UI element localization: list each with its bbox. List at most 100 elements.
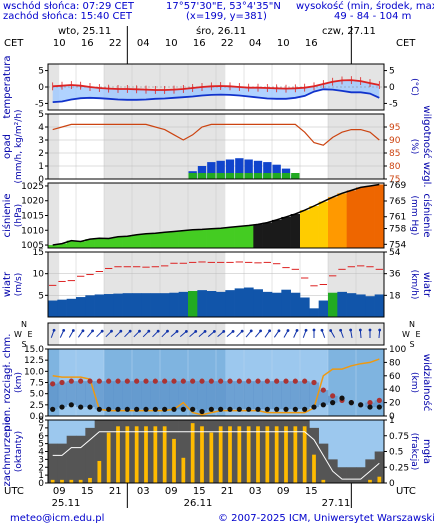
cloud-base-dot xyxy=(367,404,373,410)
tick-label-left: 7.5 xyxy=(30,379,44,389)
wind-arrow-head xyxy=(286,329,290,332)
wind-bar xyxy=(300,297,310,317)
compass-right-w: W xyxy=(402,330,410,339)
wind-bar xyxy=(48,300,58,317)
pressure-fill xyxy=(374,184,385,248)
pressure-fill xyxy=(132,234,142,248)
day-label: czw, 27.11 xyxy=(322,26,376,37)
cloud-column xyxy=(356,467,366,483)
wind-bar xyxy=(160,293,170,317)
pressure-fill xyxy=(169,231,179,248)
hour-label-bottom: 15 xyxy=(81,486,94,497)
wind-arrow-head xyxy=(312,328,316,332)
wind-bar xyxy=(244,287,254,317)
cloud-base-dot xyxy=(218,406,224,412)
tick-label-right: 5 xyxy=(389,67,395,77)
tick-label-left: 0 xyxy=(38,479,44,489)
wind-arrow-head xyxy=(368,328,372,332)
cloud-layer xyxy=(206,381,217,410)
rain-bar xyxy=(253,160,263,179)
tick-label-left: 1025 xyxy=(21,182,44,192)
rain-bar xyxy=(235,158,244,179)
panel-frame xyxy=(47,322,385,346)
wind-bar xyxy=(328,292,338,317)
cloud-base-dot xyxy=(180,406,186,412)
fog-bar xyxy=(302,426,307,483)
cloud-base-dot xyxy=(124,406,130,412)
cloud-column xyxy=(76,435,86,483)
wind-bar xyxy=(169,292,179,317)
wind-arrow-head xyxy=(166,329,169,333)
fog-bar xyxy=(377,476,382,483)
cloud-column xyxy=(66,435,77,483)
hour-label-top: 10 xyxy=(53,38,66,49)
cloud-base-dot xyxy=(78,404,84,410)
wind-arrow-head xyxy=(71,329,75,332)
wind-bar xyxy=(66,298,77,317)
axis-label-left: zachmurzenie xyxy=(2,416,13,486)
tick-label-right: 40 xyxy=(389,385,401,395)
wind-bar xyxy=(113,293,123,317)
cloud-top-dot xyxy=(330,393,336,399)
hour-label-top: 22 xyxy=(109,38,122,49)
footer-copyright: © 2007-2025 ICM, Uniwersytet Warszawski xyxy=(218,513,434,524)
tick-label-left: 1015 xyxy=(21,212,44,222)
pressure-fill xyxy=(94,238,105,248)
tick-label-right: -5 xyxy=(389,99,398,109)
pressure-fill xyxy=(113,236,123,248)
cloud-layer xyxy=(132,381,142,410)
tick-label-right: 80 xyxy=(389,162,401,172)
hour-label-top: 04 xyxy=(249,38,262,49)
wind-arrow-head xyxy=(175,330,179,333)
axis-unit-right: (km) xyxy=(409,372,419,393)
fog-bar xyxy=(228,426,232,483)
cloud-base-dot xyxy=(143,406,149,412)
coords-text: 17°57'30"E, 53°4'35"N xyxy=(166,1,281,12)
axis-unit-right: (frakcja) xyxy=(409,433,419,471)
wind-arrow-head xyxy=(240,329,244,333)
tick-label-left: 5 xyxy=(38,291,44,301)
wind-arrow-head xyxy=(81,329,85,333)
wind-bar xyxy=(374,294,385,317)
cloud-layer xyxy=(76,381,86,408)
elevation-label: wysokość (min, środek, max) xyxy=(296,1,434,12)
hour-label-top: 16 xyxy=(193,38,206,49)
cloud-base-dot xyxy=(68,402,74,408)
tick-label-left: -5 xyxy=(35,99,44,109)
tick-label-left: 7 xyxy=(38,424,44,434)
snow-bar xyxy=(225,173,235,179)
cloud-layer xyxy=(272,381,282,410)
rain-bar xyxy=(216,160,225,179)
timeline-bg xyxy=(48,24,384,49)
fog-bar xyxy=(293,426,298,483)
cloud-column xyxy=(337,467,347,483)
pressure-fill xyxy=(225,227,235,248)
axis-unit-right: (%) xyxy=(409,139,419,155)
night-shade xyxy=(48,252,60,317)
cloud-base-dot xyxy=(246,406,252,412)
tick-label-right: 765 xyxy=(389,197,406,207)
sunrise-text: wschód słońca: 07:29 CET xyxy=(3,1,134,12)
cloud-base-dot xyxy=(59,404,65,410)
tick-label-right: 0 xyxy=(389,83,395,93)
cloud-base-dot xyxy=(152,406,158,412)
snow-bar xyxy=(188,173,197,179)
temperature-line xyxy=(52,79,380,91)
cloud-layer xyxy=(300,381,310,410)
cloud-top-dot xyxy=(124,378,130,384)
pressure-fill xyxy=(262,222,273,248)
cloud-top-dot xyxy=(180,378,186,384)
hour-label-bottom: 03 xyxy=(249,486,262,497)
cloud-base-dot xyxy=(115,406,121,412)
fog-bar xyxy=(209,432,214,483)
pressure-fill xyxy=(122,236,133,248)
cloud-top-dot xyxy=(190,378,196,384)
cloud-base-dot xyxy=(302,406,308,412)
cloud-column xyxy=(346,467,357,483)
cloud-top-dot xyxy=(283,378,289,384)
cloud-base-dot xyxy=(339,395,345,401)
fog-bar xyxy=(50,479,55,483)
footer-email[interactable]: meteo@icm.edu.pl xyxy=(10,513,105,524)
pressure-fill xyxy=(328,197,338,248)
wind-arrow-head xyxy=(156,329,160,333)
